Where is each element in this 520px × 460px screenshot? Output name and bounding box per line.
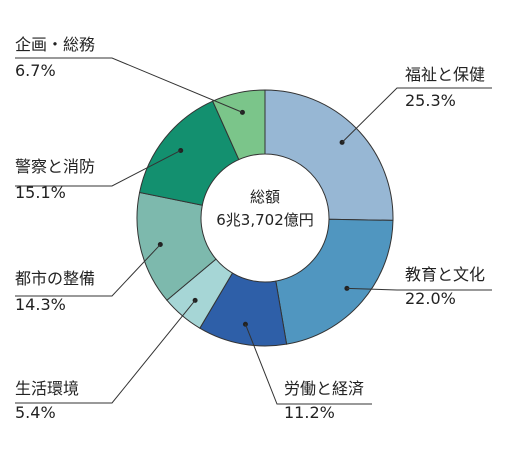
slice-name-label-5: 都市の整備 [15,269,95,288]
leader-lines [15,57,492,405]
leader-line-2 [346,287,492,291]
slice-value-label-4: 5.4% [15,403,56,422]
slice-name-label-4: 生活環境 [15,379,79,398]
leader-line-3 [244,324,372,405]
slice-7 [212,89,266,161]
center-label-line1: 総額 [250,188,280,206]
leader-line-1 [341,87,492,143]
slice-name-label-3: 労働と経済 [284,379,364,398]
slice-1 [264,89,394,221]
slice-value-label-1: 25.3% [405,91,456,110]
slice-name-label-2: 教育と文化 [405,265,485,284]
leader-line-7 [15,57,243,113]
slice-value-label-2: 22.0% [405,289,456,308]
center-label-line2: 6兆3,702億円 [216,211,314,229]
donut-slices [136,89,394,347]
slice-2 [275,218,394,345]
slice-name-label-1: 福祉と保健 [405,65,485,84]
slice-value-label-3: 11.2% [284,403,335,422]
slice-value-label-6: 15.1% [15,183,66,202]
leader-line-4 [15,300,196,404]
leader-line-6 [15,150,181,187]
slice-name-label-6: 警察と消防 [15,157,95,176]
slice-labels: 福祉と保健 25.3% 教育と文化 22.0% 労働と経済 11.2% 生活環境 5.4% 都市… [15,35,485,422]
slice-name-label-7: 企画・総務 [15,35,95,54]
slice-value-label-5: 14.3% [15,295,66,314]
slice-value-label-7: 6.7% [15,61,56,80]
leader-line-5 [15,244,161,297]
